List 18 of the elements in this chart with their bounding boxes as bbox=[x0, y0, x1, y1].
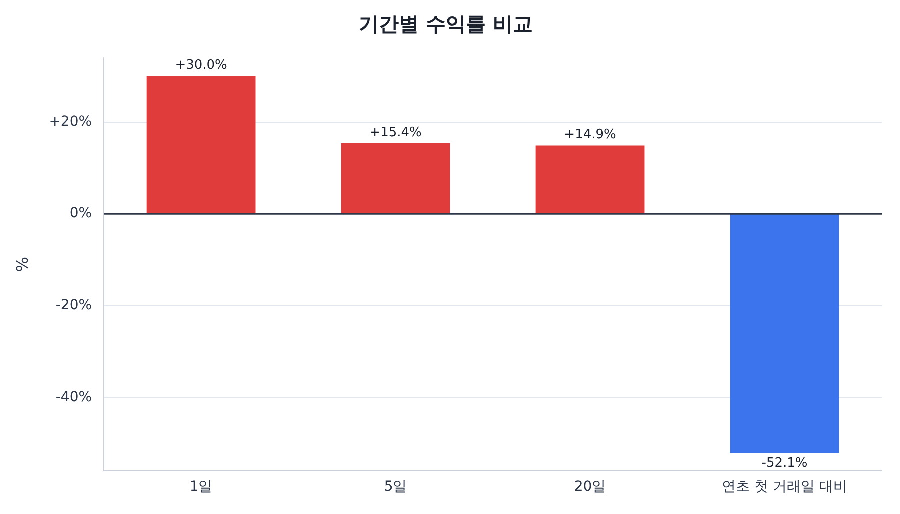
bar bbox=[341, 143, 450, 214]
y-tick-label: -40% bbox=[56, 389, 92, 406]
bar bbox=[536, 146, 645, 214]
bar bbox=[730, 214, 840, 454]
bar bbox=[146, 76, 256, 214]
x-tick-label: 20일 bbox=[574, 479, 606, 496]
y-tick-label: 0% bbox=[70, 206, 92, 222]
data-label: +15.4% bbox=[370, 125, 422, 140]
x-tick-label: 5일 bbox=[384, 479, 408, 496]
x-tick-label: 연초 첫 거래일 대비 bbox=[722, 479, 848, 496]
data-label: -52.1% bbox=[762, 456, 808, 472]
data-label: +14.9% bbox=[564, 128, 616, 143]
chart-title: 기간별 수익률 비교 bbox=[359, 12, 533, 36]
data-label: +30.0% bbox=[175, 58, 228, 74]
y-tick-label: +20% bbox=[49, 114, 92, 130]
y-tick-label: -20% bbox=[56, 298, 92, 314]
x-tick-label: 1일 bbox=[190, 479, 213, 496]
y-axis-title: % bbox=[12, 257, 32, 272]
